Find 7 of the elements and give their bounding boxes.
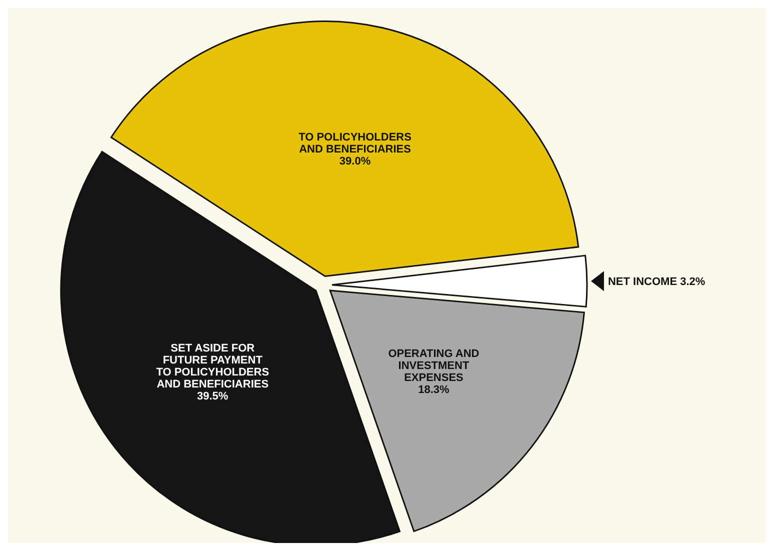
slice-label: TO POLICYHOLDERS AND BENEFICIARIES [298, 131, 412, 156]
data-label: 39.5% [197, 390, 228, 403]
slice-label: SET ASIDE FOR FUTURE PAYMENT TO POLICYHOLDERS AND BENEFICIARIES [156, 342, 270, 391]
data-label: 18.3% [418, 384, 450, 396]
slice-label: NET INCOME 3.2% [608, 276, 706, 288]
slice-label: OPERATING AND INVESTMENT EXPENSES [388, 348, 480, 384]
data-label: 39.0% [339, 155, 371, 168]
